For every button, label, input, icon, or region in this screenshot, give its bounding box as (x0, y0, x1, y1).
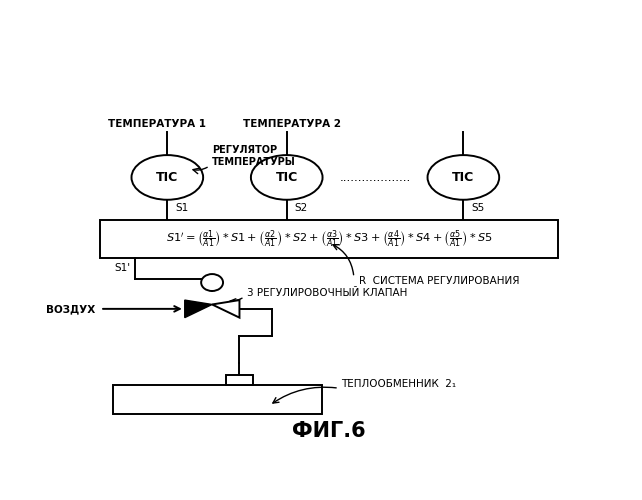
Text: S5: S5 (471, 203, 485, 213)
FancyBboxPatch shape (226, 374, 253, 386)
Text: ТЕМПЕРАТУРА 1: ТЕМПЕРАТУРА 1 (108, 119, 206, 129)
Text: R  СИСТЕМА РЕГУЛИРОВАНИЯ: R СИСТЕМА РЕГУЛИРОВАНИЯ (359, 276, 519, 286)
Text: 3 РЕГУЛИРОВОЧНЫЙ КЛАПАН: 3 РЕГУЛИРОВОЧНЫЙ КЛАПАН (247, 288, 407, 298)
Text: ТЕМПЕРАТУРА 2: ТЕМПЕРАТУРА 2 (243, 119, 341, 129)
Ellipse shape (132, 155, 203, 200)
Text: ФИГ.6: ФИГ.6 (292, 421, 366, 441)
Text: TIC: TIC (275, 171, 298, 184)
Text: S1: S1 (175, 203, 189, 213)
Text: РЕГУЛЯТОР
ТЕМПЕРАТУРЫ: РЕГУЛЯТОР ТЕМПЕРАТУРЫ (212, 145, 296, 168)
Polygon shape (185, 300, 212, 318)
Text: $S1'= \left(\frac{\alpha1}{A1}\right)*S1+\left(\frac{\alpha2}{A1}\right)*S2+\lef: $S1'= \left(\frac{\alpha1}{A1}\right)*S1… (166, 228, 492, 250)
Text: TIC: TIC (452, 171, 474, 184)
FancyBboxPatch shape (100, 220, 558, 258)
Text: S1': S1' (114, 263, 130, 273)
Text: S2: S2 (295, 203, 308, 213)
Ellipse shape (428, 155, 499, 200)
Polygon shape (212, 300, 239, 318)
Text: TIC: TIC (156, 171, 178, 184)
Text: ВОЗДУХ: ВОЗДУХ (46, 304, 95, 314)
Text: ТЕПЛООБМЕННИК  2₁: ТЕПЛООБМЕННИК 2₁ (342, 380, 456, 390)
Ellipse shape (251, 155, 322, 200)
Text: ...................: ................... (340, 171, 411, 184)
FancyBboxPatch shape (112, 386, 322, 414)
Circle shape (201, 274, 223, 291)
